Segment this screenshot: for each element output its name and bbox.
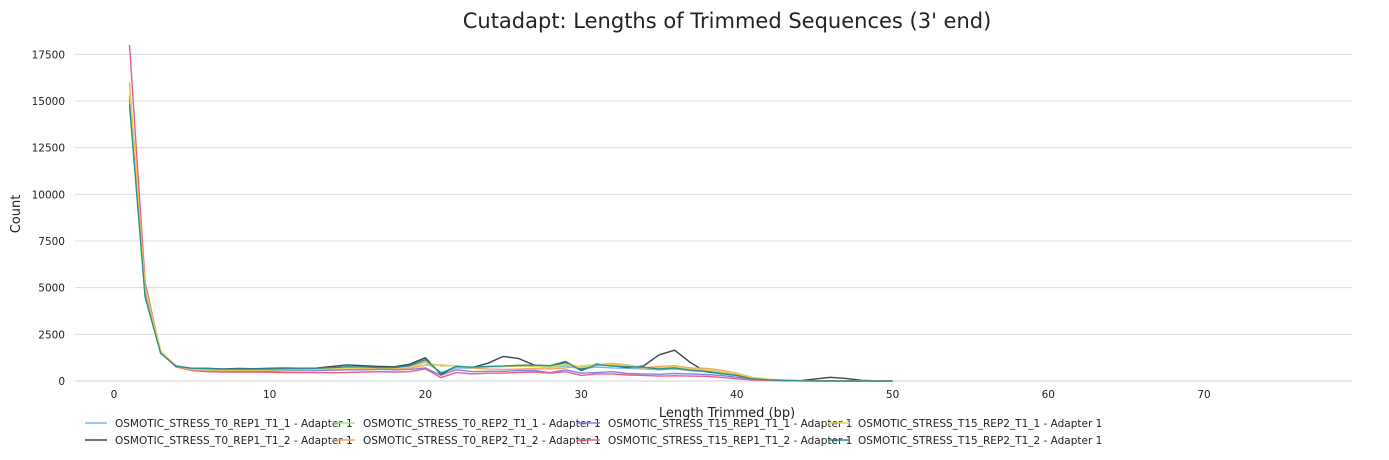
legend-item[interactable]: OSMOTIC_STRESS_T0_REP2_T1_2 - Adapter 1: [333, 435, 601, 447]
y-tick-label: 15000: [32, 96, 65, 108]
legend-item[interactable]: OSMOTIC_STRESS_T0_REP1_T1_1 - Adapter 1: [85, 418, 353, 430]
legend-item[interactable]: OSMOTIC_STRESS_T15_REP2_T1_1 - Adapter 1: [828, 418, 1102, 430]
legend-item[interactable]: OSMOTIC_STRESS_T15_REP2_T1_2 - Adapter 1: [828, 435, 1102, 447]
legend-label: OSMOTIC_STRESS_T15_REP2_T1_2 - Adapter 1: [858, 435, 1102, 447]
y-tick-label: 7500: [38, 236, 65, 248]
x-tick-label: 50: [886, 389, 899, 401]
x-tick-label: 20: [419, 389, 432, 401]
x-axis-label: Length Trimmed (bp): [659, 406, 795, 421]
y-axis-label: Count: [9, 195, 24, 234]
legend-item[interactable]: OSMOTIC_STRESS_T15_REP1_T1_2 - Adapter 1: [578, 435, 852, 447]
x-tick-label: 10: [263, 389, 276, 401]
x-tick-label: 40: [730, 389, 743, 401]
x-axis-ticks: 0 10 20 30 40 50 60 70: [111, 389, 1211, 401]
legend-item[interactable]: OSMOTIC_STRESS_T15_REP1_T1_1 - Adapter 1: [578, 418, 852, 430]
legend: OSMOTIC_STRESS_T0_REP1_T1_1 - Adapter 1 O…: [85, 418, 1102, 447]
legend-label: OSMOTIC_STRESS_T0_REP2_T1_1 - Adapter 1: [363, 418, 601, 430]
x-tick-label: 60: [1042, 389, 1055, 401]
x-tick-label: 30: [574, 389, 587, 401]
series-line-8: [128, 104, 893, 382]
series-line-6: [128, 44, 893, 382]
plot-series: [128, 44, 893, 382]
y-tick-label: 17500: [32, 49, 65, 61]
legend-item[interactable]: OSMOTIC_STRESS_T0_REP1_T1_2 - Adapter 1: [85, 435, 353, 447]
series-line-7: [128, 86, 893, 382]
legend-item[interactable]: OSMOTIC_STRESS_T0_REP2_T1_1 - Adapter 1: [333, 418, 601, 430]
x-tick-label: 70: [1197, 389, 1210, 401]
grid-lines: [75, 53, 1352, 335]
legend-label: OSMOTIC_STRESS_T15_REP2_T1_1 - Adapter 1: [858, 418, 1102, 430]
legend-label: OSMOTIC_STRESS_T0_REP1_T1_1 - Adapter 1: [115, 418, 353, 430]
y-tick-label: 0: [58, 376, 65, 388]
series-line-4: [128, 82, 893, 382]
chart-title: Cutadapt: Lengths of Trimmed Sequences (…: [463, 9, 992, 33]
x-tick-label: 0: [111, 389, 118, 401]
y-tick-label: 10000: [32, 189, 65, 201]
y-tick-label: 5000: [38, 283, 65, 295]
legend-label: OSMOTIC_STRESS_T0_REP2_T1_2 - Adapter 1: [363, 435, 601, 447]
y-axis-ticks: 0 2500 5000 7500 10000 12500 15000 17500: [32, 49, 65, 388]
legend-label: OSMOTIC_STRESS_T15_REP1_T1_2 - Adapter 1: [608, 435, 852, 447]
y-tick-label: 2500: [38, 329, 65, 341]
series-line-5: [128, 95, 893, 382]
legend-label: OSMOTIC_STRESS_T15_REP1_T1_1 - Adapter 1: [608, 418, 852, 430]
y-tick-label: 12500: [32, 143, 65, 155]
series-line-1: [128, 97, 893, 382]
legend-label: OSMOTIC_STRESS_T0_REP1_T1_2 - Adapter 1: [115, 435, 353, 447]
series-line-3: [128, 99, 893, 382]
